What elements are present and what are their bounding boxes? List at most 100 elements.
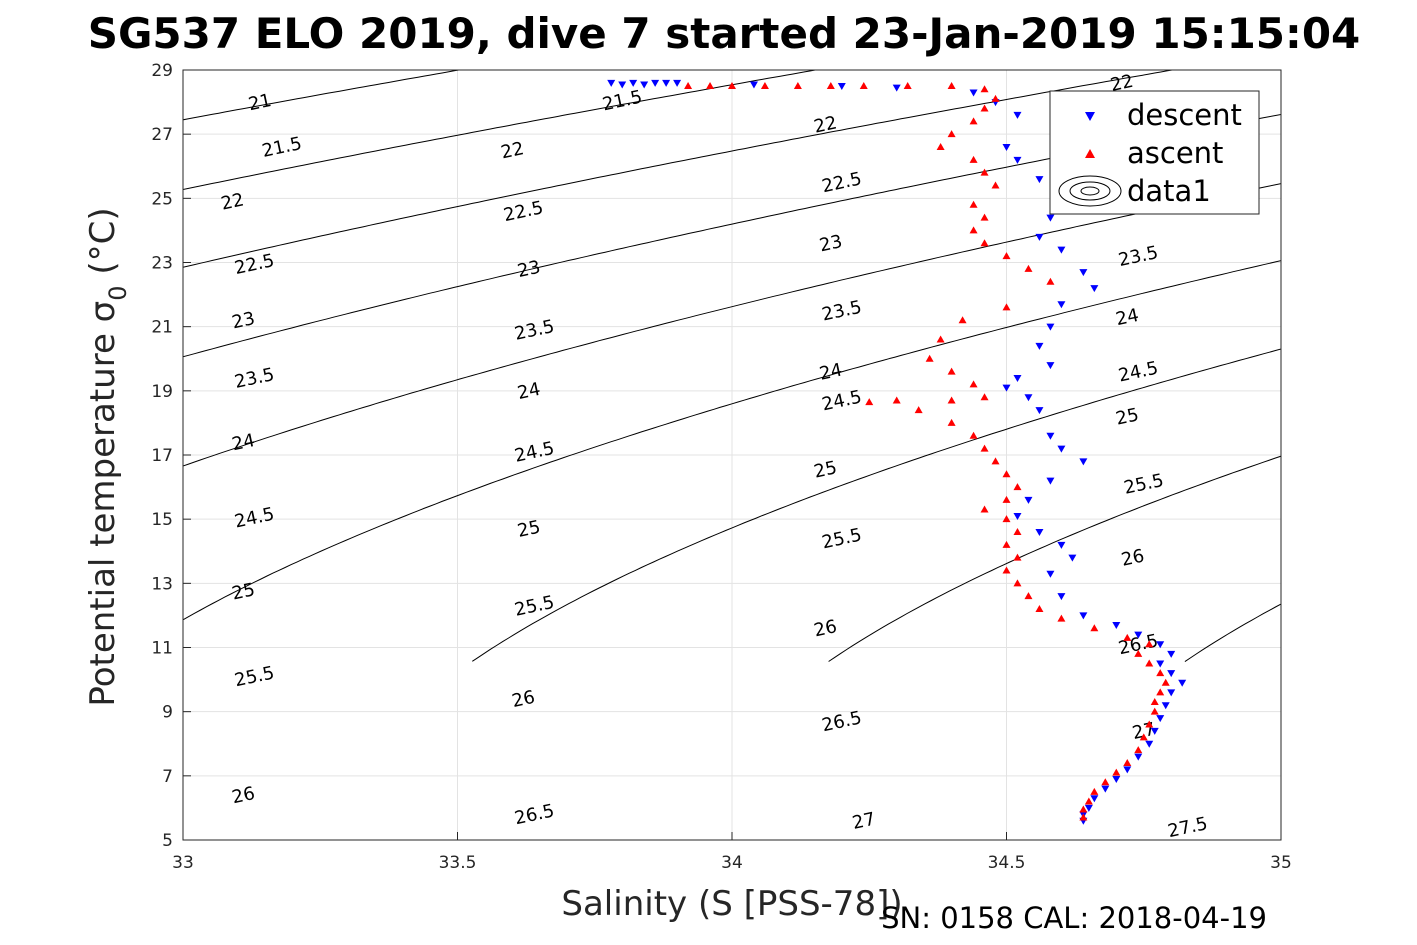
ascent-point <box>1134 649 1143 657</box>
legend-box <box>1049 90 1260 215</box>
descent-point <box>1156 641 1165 649</box>
y-tick-label: 23 <box>151 254 173 274</box>
descent-point <box>1013 375 1022 382</box>
contour-label: 25 <box>812 457 839 482</box>
ascent-point <box>980 505 989 513</box>
descent-point <box>1035 529 1044 536</box>
descent-point <box>1057 301 1066 309</box>
descent-point <box>1024 496 1033 504</box>
descent-point <box>651 79 660 87</box>
x-tick-label: 35 <box>1270 853 1292 873</box>
ascent-point <box>980 444 989 452</box>
descent-point <box>1046 214 1055 222</box>
descent-point <box>1035 342 1044 350</box>
y-axis-label-main: Potential temperature σ <box>83 301 123 707</box>
contour-line <box>1184 603 1281 663</box>
ascent-point <box>1024 264 1033 272</box>
contour-label: 24 <box>1114 305 1141 330</box>
ascent-point <box>969 155 978 163</box>
descent-point <box>1013 111 1022 119</box>
descent-point <box>673 79 682 87</box>
y-axis-label: Potential temperature σ0 (°C) <box>83 207 132 706</box>
ascent-point <box>1002 495 1011 503</box>
ascent-point <box>1002 566 1011 574</box>
x-tick-label: 33.5 <box>439 853 477 873</box>
ascent-point <box>684 82 693 90</box>
descent-point <box>1035 233 1044 241</box>
ascent-point <box>969 380 978 388</box>
ascent-point <box>1134 746 1143 754</box>
descent-point <box>1046 477 1055 485</box>
ascent-point <box>980 168 989 176</box>
calibration-footer: SN: 0158 CAL: 2018-04-19 <box>881 901 1267 935</box>
y-tick-label: 17 <box>151 446 173 466</box>
series-descent <box>607 79 1187 825</box>
ascent-point <box>980 239 989 247</box>
contour-label: 25 <box>1114 404 1141 429</box>
descent-point <box>1057 246 1066 254</box>
descent-point <box>607 79 616 87</box>
descent-point <box>1046 570 1055 578</box>
ascent-point <box>1150 707 1159 715</box>
contour-label: 24 <box>230 430 257 455</box>
ascent-point <box>936 335 945 343</box>
contour-label: 26 <box>230 783 257 808</box>
y-tick-label: 27 <box>151 125 173 145</box>
y-tick-label: 7 <box>162 767 173 787</box>
ascent-point <box>865 398 874 406</box>
ascent-point <box>826 82 835 90</box>
y-tick-label: 19 <box>151 382 173 402</box>
x-tick-label: 34.5 <box>988 853 1026 873</box>
ascent-point <box>980 213 989 221</box>
ascent-point <box>1123 633 1132 641</box>
descent-point <box>629 79 638 87</box>
descent-point <box>969 89 978 97</box>
contour-label: 26 <box>1119 546 1146 571</box>
contour-label: 22 <box>219 189 246 214</box>
descent-point <box>1161 702 1170 710</box>
contour-line <box>183 70 1176 268</box>
ascent-point <box>947 82 956 90</box>
ascent-point <box>1013 528 1022 535</box>
series-ascent <box>684 82 1170 821</box>
ascent-point <box>1123 759 1132 766</box>
x-tick-label: 34 <box>721 853 743 873</box>
ascent-point <box>859 82 868 90</box>
descent-point <box>618 81 627 89</box>
descent-point <box>892 84 901 92</box>
ascent-point <box>914 406 923 414</box>
contour-label: 25 <box>516 517 543 542</box>
ascent-point <box>980 393 989 401</box>
ascent-point <box>728 82 736 90</box>
descent-point <box>749 81 758 89</box>
ascent-point <box>980 85 989 93</box>
contour-line <box>472 348 1281 662</box>
ascent-point <box>1035 605 1044 612</box>
y-tick-label: 25 <box>151 189 173 209</box>
ascent-point <box>903 82 912 90</box>
descent-point <box>1084 804 1093 812</box>
descent-point <box>1156 660 1165 668</box>
ascent-point <box>1156 669 1165 677</box>
legend-data1-label: data1 <box>1127 174 1211 208</box>
ascent-point <box>760 82 769 90</box>
ascent-point <box>1079 805 1088 813</box>
descent-point <box>1101 785 1110 793</box>
y-axis-label-unit: (°C) <box>83 207 123 285</box>
contour-line <box>183 260 1281 621</box>
legend-ascent-marker <box>1085 149 1095 158</box>
ascent-point <box>969 431 978 439</box>
descent-point <box>1112 622 1121 630</box>
ascent-point <box>1090 787 1099 795</box>
descent-point <box>1068 554 1077 562</box>
ascent-point <box>1057 614 1066 622</box>
descent-point <box>1013 156 1022 164</box>
descent-point <box>1079 458 1088 466</box>
ascent-point <box>1145 640 1154 648</box>
contour-label: 23 <box>818 231 845 256</box>
ascent-point <box>892 396 901 404</box>
descent-point <box>1013 512 1022 520</box>
legend-descent-marker <box>1085 112 1095 121</box>
ascent-point <box>1002 252 1011 260</box>
contour-label: 21 <box>247 90 274 115</box>
